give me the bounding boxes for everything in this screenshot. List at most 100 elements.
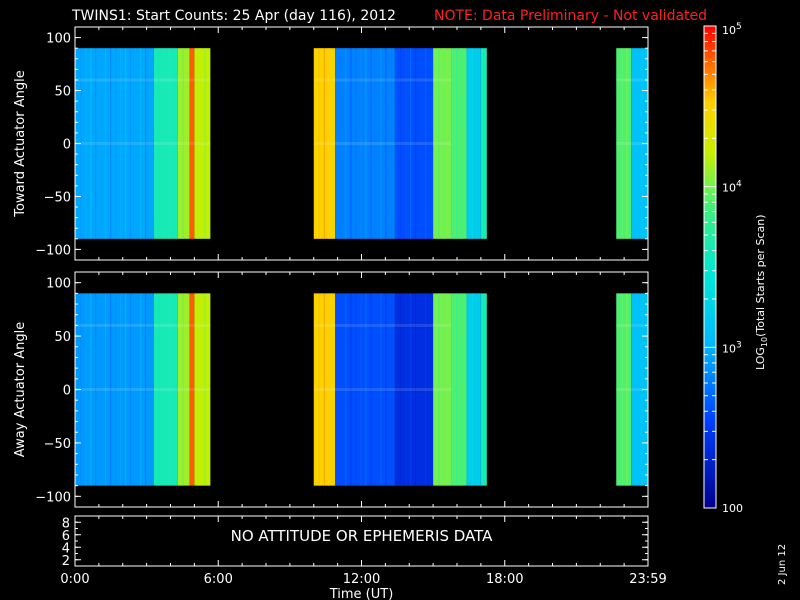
away-band-13-stripe bbox=[636, 293, 638, 486]
toward-band-7-stripe bbox=[399, 48, 402, 239]
toward-band-4 bbox=[194, 48, 211, 239]
away-artifact-1-1 bbox=[313, 388, 452, 391]
toward-band-7-stripe bbox=[414, 48, 417, 239]
toward-ytick-label: 50 bbox=[54, 85, 71, 100]
toward-band-2-stripe bbox=[182, 48, 184, 239]
toward-band-4-stripe bbox=[199, 48, 201, 239]
away-band-7-stripe bbox=[404, 293, 407, 486]
toward-band-3 bbox=[189, 48, 195, 239]
away-band-0-stripe bbox=[115, 293, 117, 486]
colorbar-tick-label: 100 bbox=[722, 502, 743, 515]
away-band-0-stripe bbox=[100, 293, 102, 486]
toward-band-7-stripe bbox=[419, 48, 422, 239]
no-data-annotation: NO ATTITUDE OR EPHEMERIS DATA bbox=[231, 527, 494, 545]
toward-band-9 bbox=[451, 48, 467, 239]
toward-band-0-stripe bbox=[140, 48, 142, 239]
away-band-1-stripe bbox=[158, 293, 161, 486]
away-artifact-1-2 bbox=[616, 388, 648, 391]
colorbar-tick-label: 103 bbox=[722, 340, 742, 355]
toward-panel: 100 50 0 −50 −100 Toward Actuator Angle bbox=[13, 26, 649, 261]
toward-band-8 bbox=[433, 48, 452, 239]
colorbar-tick-label: 104 bbox=[722, 180, 742, 195]
away-ytick-label: −50 bbox=[44, 437, 71, 452]
toward-ytick-label: −50 bbox=[44, 190, 71, 205]
attitude-ytick-label: 8 bbox=[62, 516, 70, 531]
away-band-7-stripe bbox=[414, 293, 417, 486]
toward-band-6-stripe bbox=[375, 48, 377, 239]
preliminary-note: NOTE: Data Preliminary - Not validated bbox=[434, 8, 707, 24]
away-band-12-stripe bbox=[626, 293, 628, 486]
colorbar-scale bbox=[703, 25, 717, 509]
toward-band-6-stripe bbox=[385, 48, 387, 239]
away-band-9-stripe bbox=[461, 293, 463, 486]
toward-band-12-stripe bbox=[626, 48, 628, 239]
toward-band-8-stripe bbox=[443, 48, 445, 239]
away-band-6-stripe bbox=[385, 293, 387, 486]
away-band-6-stripe bbox=[360, 293, 362, 486]
colorbar-ticks: 105 104 103 100 bbox=[704, 22, 743, 515]
toward-band-6-stripe bbox=[380, 48, 382, 239]
away-band-7-stripe bbox=[399, 293, 402, 486]
toward-band-4-stripe bbox=[204, 48, 206, 239]
toward-band-0-stripe bbox=[115, 48, 117, 239]
away-band-0-stripe bbox=[145, 293, 147, 486]
toward-band-6-stripe bbox=[370, 48, 372, 239]
away-artifact-0-2 bbox=[616, 323, 648, 327]
toward-band-7-stripe bbox=[404, 48, 407, 239]
time-tick-label: 0:00 bbox=[60, 572, 89, 587]
toward-band-5-stripe bbox=[328, 48, 331, 239]
toward-artifact-1-0 bbox=[75, 142, 211, 145]
time-tick-label: 23:59 bbox=[629, 572, 666, 587]
toward-band-6-stripe bbox=[345, 48, 347, 239]
colorbar-tick-label: 105 bbox=[722, 22, 742, 37]
toward-band-10 bbox=[466, 48, 481, 239]
toward-band-0-stripe bbox=[105, 48, 107, 239]
away-band-0-stripe bbox=[95, 293, 97, 486]
away-ylabel: Away Actuator Angle bbox=[13, 322, 28, 457]
toward-artifact-0-1 bbox=[313, 78, 452, 82]
attitude-ytick-label: 4 bbox=[62, 541, 70, 556]
toward-band-0-stripe bbox=[130, 48, 132, 239]
away-band-6-stripe bbox=[350, 293, 352, 486]
away-band-0-stripe bbox=[110, 293, 112, 486]
away-band-0-stripe bbox=[105, 293, 107, 486]
toward-band-12-stripe bbox=[621, 48, 623, 239]
colorbar: 105 104 103 100 LOG10(Total Starts per Scan… bbox=[703, 22, 769, 515]
away-band-0-stripe bbox=[140, 293, 142, 486]
toward-band-11 bbox=[480, 48, 487, 239]
away-band-1-stripe bbox=[168, 293, 171, 486]
time-axis-label: Time (UT) bbox=[329, 587, 394, 600]
attitude-ytick-label: 2 bbox=[62, 554, 70, 569]
colorbar-label: LOG10(Total Starts per Scan) bbox=[754, 215, 769, 371]
away-band-6-stripe bbox=[365, 293, 367, 486]
away-band-6-stripe bbox=[340, 293, 342, 486]
toward-artifact-1-2 bbox=[616, 142, 648, 145]
time-tick-label: 12:00 bbox=[343, 572, 380, 587]
away-band-0-stripe bbox=[85, 293, 87, 486]
away-artifact-0-0 bbox=[75, 323, 211, 327]
toward-ytick-label: 100 bbox=[46, 32, 71, 47]
toward-ytick-label: 0 bbox=[63, 138, 71, 153]
away-band-6-stripe bbox=[355, 293, 357, 486]
away-band-0-stripe bbox=[120, 293, 122, 486]
away-band-7 bbox=[394, 293, 434, 486]
toward-ylabel: Toward Actuator Angle bbox=[13, 70, 28, 217]
away-band-6-stripe bbox=[345, 293, 347, 486]
toward-band-7-stripe bbox=[424, 48, 427, 239]
toward-band-1-stripe bbox=[168, 48, 171, 239]
away-band-8-stripe bbox=[438, 293, 440, 486]
toward-band-0-stripe bbox=[110, 48, 112, 239]
attitude-ytick-label: 6 bbox=[62, 529, 70, 544]
away-band-4-stripe bbox=[199, 293, 201, 486]
away-band-13 bbox=[631, 293, 648, 486]
away-band-4-stripe bbox=[204, 293, 206, 486]
away-band-6 bbox=[335, 293, 395, 486]
away-ytick-label: 0 bbox=[63, 384, 71, 399]
toward-band-1-stripe bbox=[158, 48, 161, 239]
away-band-0-stripe bbox=[130, 293, 132, 486]
away-band-5-stripe bbox=[323, 293, 326, 486]
away-band-11 bbox=[480, 293, 487, 486]
away-band-7-stripe bbox=[419, 293, 422, 486]
toward-band-6-stripe bbox=[340, 48, 342, 239]
